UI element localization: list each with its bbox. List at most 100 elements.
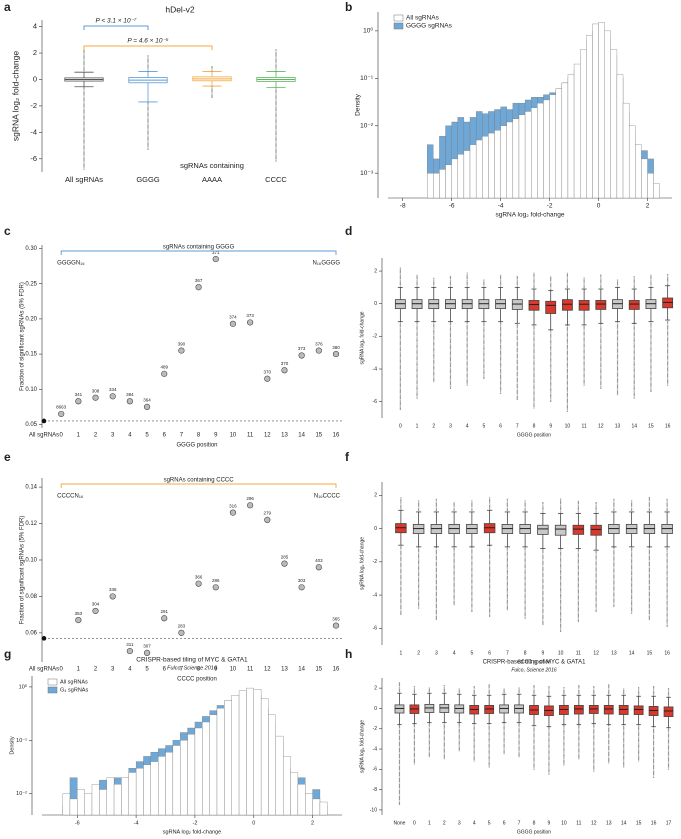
x-tick-label: 12	[591, 820, 597, 826]
y-tick-label: 2	[33, 48, 37, 57]
count-label: 307	[143, 644, 151, 649]
x-tick-label: 16	[333, 667, 340, 673]
histogram-bar	[543, 99, 550, 199]
histogram-bar	[469, 144, 477, 199]
point	[92, 394, 99, 401]
x-tick-label: 12	[598, 423, 604, 429]
x-tick-label: 1	[77, 667, 81, 673]
histogram-bar	[512, 118, 520, 199]
y-axis-label: sgRNA log₂ fold-change	[359, 311, 365, 364]
x-tick-label: 11	[582, 423, 587, 429]
y-tick-label: 0.10	[25, 558, 37, 564]
y-tick-label: -6	[30, 154, 37, 163]
histogram-bar	[488, 132, 495, 199]
x-tick-label: 6	[488, 650, 491, 656]
x-tick-label: 0	[60, 433, 64, 439]
histogram-bar	[598, 22, 605, 199]
box	[595, 300, 607, 310]
histogram-bar	[297, 784, 306, 816]
x-tick-label: 7	[180, 667, 184, 673]
point	[315, 564, 322, 571]
x-tick-label: 4	[466, 423, 469, 429]
x-tick-label: 14	[298, 667, 305, 673]
bracket	[60, 250, 337, 255]
y-axis-label: sgRNA log₂ fold-change	[359, 537, 365, 590]
box	[484, 705, 495, 714]
box	[590, 524, 602, 536]
group-label: sgRNAs containing	[180, 161, 244, 170]
histogram-bar	[494, 130, 501, 199]
histogram-bar	[653, 183, 660, 199]
x-tick-label: None	[393, 820, 405, 826]
y-axis-label: Fraction of significant sgRNAs (5% FDR)	[20, 282, 26, 391]
point	[75, 616, 82, 624]
box	[537, 524, 549, 535]
point	[178, 629, 185, 636]
y-tick-label: 10⁰	[19, 683, 28, 690]
histogram-bar	[439, 169, 446, 199]
histogram-bar	[150, 761, 159, 816]
x-tick-label: 2	[646, 203, 650, 210]
x-tick-label: 1	[399, 650, 402, 656]
count-label: 291	[160, 609, 168, 614]
x-tick-label: 5	[470, 650, 473, 656]
point	[332, 350, 340, 358]
x-tick-label: All sgRNAs	[29, 433, 59, 439]
box	[424, 703, 435, 713]
x-tick-label: All sgRNAs	[65, 175, 103, 184]
x-tick-label: 10	[230, 433, 237, 439]
histogram-bar	[246, 687, 254, 816]
y-tick-label: -4	[373, 592, 378, 598]
x-tick-label: 13	[615, 423, 621, 429]
count-label: 373	[298, 346, 306, 351]
histogram-bar	[275, 735, 284, 816]
point	[315, 347, 322, 354]
x-tick-label: 15	[315, 433, 322, 439]
histogram-bar	[580, 49, 587, 199]
histogram-bar	[610, 49, 618, 199]
count-label: 296	[246, 496, 254, 501]
histogram-bar	[62, 793, 71, 816]
histogram-bar	[537, 102, 544, 199]
histogram-bar	[592, 23, 599, 199]
box	[648, 706, 659, 716]
start-label: GGGGN₁₆	[57, 261, 85, 267]
x-tick-label: 1	[416, 423, 419, 429]
x-tick-label: 2	[94, 667, 98, 673]
histogram-bar	[305, 793, 313, 816]
point	[143, 649, 151, 656]
x-tick-label: 7	[506, 650, 509, 656]
box	[454, 704, 465, 714]
y-tick-label: 0	[374, 706, 377, 712]
histogram-bar	[604, 30, 611, 199]
box	[603, 705, 614, 715]
histogram-bar	[312, 798, 321, 816]
y-tick-label: -4	[30, 127, 37, 136]
legend-label: All sgRNAs	[60, 679, 88, 685]
x-tick-label: -6	[449, 203, 455, 210]
x-tick-label: 3	[111, 667, 115, 673]
point	[109, 393, 116, 400]
histogram-bar	[445, 164, 452, 199]
histogram-bar	[202, 721, 210, 816]
box	[578, 300, 590, 311]
histogram-bar	[319, 801, 328, 816]
x-axis-label: GGGG position	[517, 829, 551, 835]
x-tick-label: 2	[94, 433, 98, 439]
baseline-point	[41, 418, 47, 424]
y-tick-label: 10⁻¹	[16, 738, 27, 744]
point	[212, 255, 219, 263]
x-tick-label: 9	[214, 433, 218, 439]
count-label: 370	[264, 369, 272, 374]
x-tick-label: 14	[629, 650, 635, 656]
y-tick-label: 2	[374, 685, 377, 691]
histogram-bar	[91, 784, 100, 816]
point	[298, 584, 305, 591]
x-tick-label: 11	[576, 820, 581, 826]
point	[92, 607, 99, 615]
point	[229, 509, 237, 516]
point	[281, 560, 288, 567]
count-label: 316	[229, 503, 237, 508]
x-tick-label: 2	[417, 650, 420, 656]
panel-label: a	[4, 0, 11, 14]
